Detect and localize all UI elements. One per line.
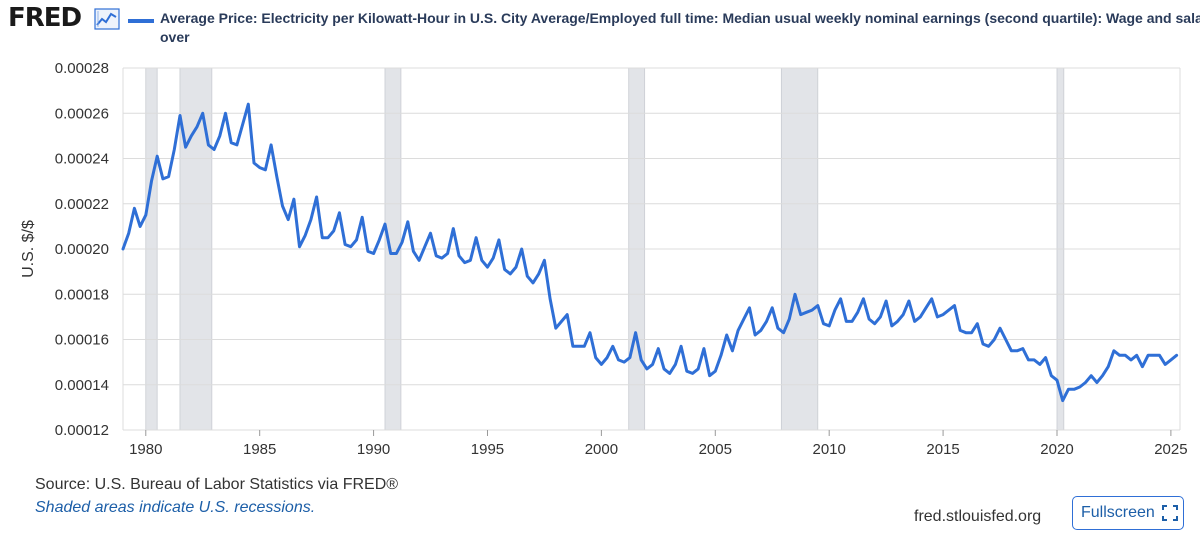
y-tick-label: 0.00020 [55, 241, 109, 258]
x-tick-label: 2015 [926, 441, 959, 458]
y-tick-label: 0.00024 [55, 151, 109, 168]
y-tick-label: 0.00028 [55, 60, 109, 77]
series-line[interactable] [121, 102, 1179, 403]
site-url[interactable]: fred.stlouisfed.org [914, 508, 1042, 525]
legend-line-2: over [160, 29, 190, 45]
x-tick-label: 1985 [243, 441, 276, 458]
line-chart[interactable]: 0.00012 0.00014 0.00016 0.00018 0.00020 0.000… [0, 0, 1200, 470]
y-axis-label: U.S. $/$ [20, 220, 37, 278]
legend-series-title[interactable]: Average Price: Electricity per Kilowatt-… [160, 9, 1200, 47]
x-tick-label: 1995 [471, 441, 504, 458]
x-tick-label: 2000 [585, 441, 618, 458]
x-tick-label: 2020 [1040, 441, 1073, 458]
x-tick-label: 1990 [357, 441, 390, 458]
x-tick-label: 2010 [812, 441, 845, 458]
y-tick-label: 0.00018 [55, 286, 109, 303]
recession-note: Shaded areas indicate U.S. recessions. [35, 499, 316, 516]
y-axis-ticks: 0.00012 0.00014 0.00016 0.00018 0.00020 0.000… [55, 60, 109, 439]
trend-line-icon [94, 8, 120, 30]
x-tick-label: 1980 [129, 441, 162, 458]
y-tick-label: 0.00014 [55, 377, 109, 394]
x-axis-ticks: 1980 1985 1990 1995 2000 2005 2010 2015 2020 2025 [129, 430, 1188, 458]
series-lines [121, 102, 1179, 403]
source-text: Source: U.S. Bureau of Labor Statistics … [35, 476, 399, 493]
fullscreen-label: Fullscreen [1081, 504, 1155, 521]
chart-header: FRED Average Price: Electricity per Kilo… [0, 0, 1200, 50]
y-tick-label: 0.00026 [55, 105, 109, 122]
x-tick-label: 2005 [699, 441, 732, 458]
legend-swatch [128, 19, 154, 23]
legend-line-1: Average Price: Electricity per Kilowatt-… [160, 10, 1200, 26]
fullscreen-icon [1161, 505, 1178, 521]
y-tick-label: 0.00022 [55, 196, 109, 213]
fred-logo[interactable]: FRED [8, 3, 82, 33]
fullscreen-button[interactable]: Fullscreen [1072, 496, 1184, 530]
y-tick-label: 0.00016 [55, 332, 109, 349]
gridlines [122, 67, 1181, 431]
y-tick-label: 0.00012 [55, 422, 109, 439]
x-tick-label: 2025 [1154, 441, 1187, 458]
